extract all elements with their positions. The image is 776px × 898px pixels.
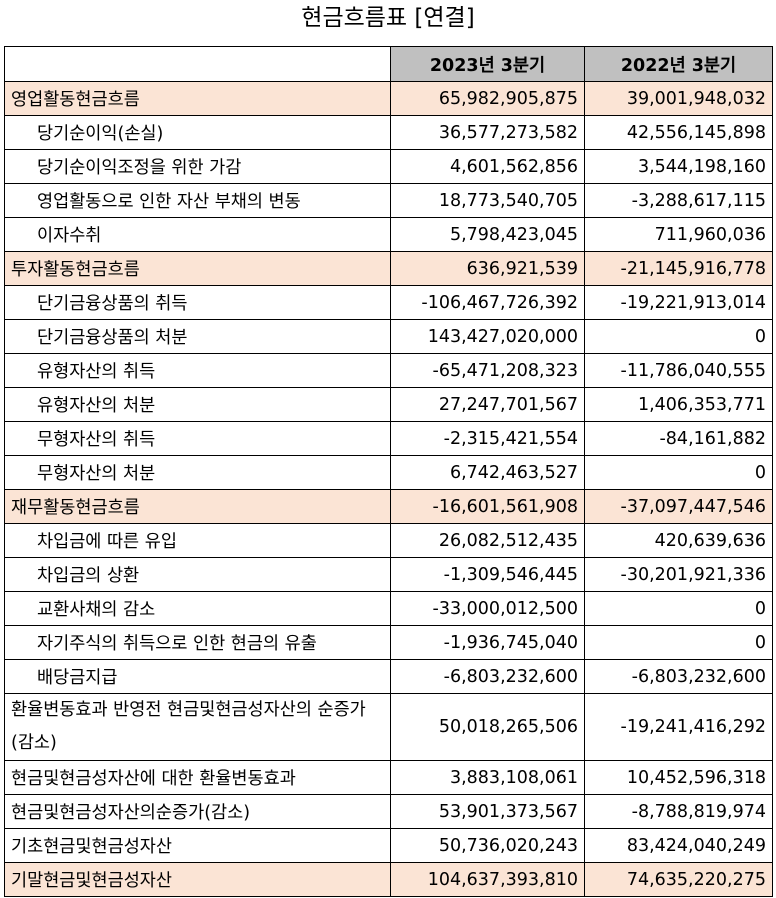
value-2023-q3: 50,018,265,506: [390, 693, 585, 761]
value-2023-q3: -1,936,745,040: [390, 625, 585, 660]
row-label: 단기금융상품의 취득: [4, 285, 391, 320]
value-2023-q3: -65,471,208,323: [390, 353, 585, 388]
row-label: 유형자산의 취득: [4, 353, 391, 388]
value-2022-q3: 0: [584, 591, 773, 626]
value-2023-q3: 143,427,020,000: [390, 319, 585, 354]
table-row: 배당금지급 -6,803,232,600 -6,803,232,600: [4, 659, 773, 694]
row-label: 현금및현금성자산에 대한 환율변동효과: [4, 760, 391, 795]
table-body: 영업활동현금흐름 65,982,905,875 39,001,948,032 당기순이…: [4, 81, 773, 897]
table-row: 당기순이익(손실) 36,577,273,582 42,556,145,898: [4, 115, 773, 150]
table-row: 현금및현금성자산의순증가(감소) 53,901,373,567 -8,788,819…: [4, 794, 773, 829]
value-2023-q3: -106,467,726,392: [390, 285, 585, 320]
value-2023-q3: 5,798,423,045: [390, 217, 585, 252]
table-row: 투자활동현금흐름 636,921,539 -21,145,916,778: [4, 251, 773, 286]
value-2022-q3: -19,221,913,014: [584, 285, 773, 320]
row-label: 당기순이익조정을 위한 가감: [4, 149, 391, 184]
table-row: 현금및현금성자산에 대한 환율변동효과 3,883,108,061 10,452,5…: [4, 760, 773, 795]
value-2022-q3: 0: [584, 319, 773, 354]
header-blank: [4, 46, 391, 82]
row-label: 재무활동현금흐름: [4, 489, 391, 524]
value-2023-q3: 36,577,273,582: [390, 115, 585, 150]
value-2023-q3: 18,773,540,705: [390, 183, 585, 218]
cash-flow-table: 2023년 3분기 2022년 3분기 영업활동현금흐름 65,982,905,8…: [4, 46, 773, 897]
value-2023-q3: 6,742,463,527: [390, 455, 585, 490]
table-row: 차입금에 따른 유입 26,082,512,435 420,639,636: [4, 523, 773, 558]
value-2022-q3: -30,201,921,336: [584, 557, 773, 592]
table-row: 당기순이익조정을 위한 가감 4,601,562,856 3,544,198,160: [4, 149, 773, 184]
header-2022-q3: 2022년 3분기: [584, 46, 773, 82]
value-2022-q3: 420,639,636: [584, 523, 773, 558]
value-2023-q3: -16,601,561,908: [390, 489, 585, 524]
value-2022-q3: 0: [584, 625, 773, 660]
value-2022-q3: 39,001,948,032: [584, 81, 773, 116]
table-row: 재무활동현금흐름 -16,601,561,908 -37,097,447,546: [4, 489, 773, 524]
header-2023-q3: 2023년 3분기: [390, 46, 585, 82]
table-row: 유형자산의 취득 -65,471,208,323 -11,786,040,555: [4, 353, 773, 388]
value-2022-q3: 3,544,198,160: [584, 149, 773, 184]
row-label: 기말현금및현금성자산: [4, 862, 391, 897]
value-2022-q3: -6,803,232,600: [584, 659, 773, 694]
row-label: 영업활동현금흐름: [4, 81, 391, 116]
table-row: 기말현금및현금성자산 104,637,393,810 74,635,220,275: [4, 862, 773, 897]
row-label: 자기주식의 취득으로 인한 현금의 유출: [4, 625, 391, 660]
row-label: 차입금에 따른 유입: [4, 523, 391, 558]
row-label: 배당금지급: [4, 659, 391, 694]
table-row: 무형자산의 취득 -2,315,421,554 -84,161,882: [4, 421, 773, 456]
value-2022-q3: -8,788,819,974: [584, 794, 773, 829]
table-header-row: 2023년 3분기 2022년 3분기: [4, 46, 773, 82]
value-2023-q3: -2,315,421,554: [390, 421, 585, 456]
table-row: 유형자산의 처분 27,247,701,567 1,406,353,771: [4, 387, 773, 422]
table-row: 환율변동효과 반영전 현금및현금성자산의 순증가(감소) 50,018,265,5…: [4, 693, 773, 761]
table-row: 자기주식의 취득으로 인한 현금의 유출 -1,936,745,040 0: [4, 625, 773, 660]
row-label: 차입금의 상환: [4, 557, 391, 592]
value-2022-q3: 83,424,040,249: [584, 828, 773, 863]
table-row: 단기금융상품의 취득 -106,467,726,392 -19,221,913,01…: [4, 285, 773, 320]
value-2023-q3: 53,901,373,567: [390, 794, 585, 829]
table-row: 교환사채의 감소 -33,000,012,500 0: [4, 591, 773, 626]
row-label: 유형자산의 처분: [4, 387, 391, 422]
value-2023-q3: 4,601,562,856: [390, 149, 585, 184]
table-row: 무형자산의 처분 6,742,463,527 0: [4, 455, 773, 490]
value-2022-q3: -21,145,916,778: [584, 251, 773, 286]
value-2023-q3: 636,921,539: [390, 251, 585, 286]
value-2022-q3: 0: [584, 455, 773, 490]
row-label: 환율변동효과 반영전 현금및현금성자산의 순증가(감소): [4, 693, 391, 761]
value-2023-q3: 65,982,905,875: [390, 81, 585, 116]
value-2022-q3: 711,960,036: [584, 217, 773, 252]
value-2022-q3: -19,241,416,292: [584, 693, 773, 761]
value-2022-q3: -84,161,882: [584, 421, 773, 456]
value-2022-q3: -37,097,447,546: [584, 489, 773, 524]
value-2023-q3: -33,000,012,500: [390, 591, 585, 626]
value-2022-q3: 10,452,596,318: [584, 760, 773, 795]
row-label: 당기순이익(손실): [4, 115, 391, 150]
table-row: 영업활동으로 인한 자산 부채의 변동 18,773,540,705 -3,288,…: [4, 183, 773, 218]
value-2022-q3: 74,635,220,275: [584, 862, 773, 897]
table-row: 이자수취 5,798,423,045 711,960,036: [4, 217, 773, 252]
value-2022-q3: 42,556,145,898: [584, 115, 773, 150]
value-2023-q3: -6,803,232,600: [390, 659, 585, 694]
value-2023-q3: 26,082,512,435: [390, 523, 585, 558]
row-label: 단기금융상품의 처분: [4, 319, 391, 354]
table-row: 차입금의 상환 -1,309,546,445 -30,201,921,336: [4, 557, 773, 592]
value-2023-q3: 27,247,701,567: [390, 387, 585, 422]
row-label: 현금및현금성자산의순증가(감소): [4, 794, 391, 829]
value-2023-q3: 104,637,393,810: [390, 862, 585, 897]
row-label: 교환사채의 감소: [4, 591, 391, 626]
value-2022-q3: 1,406,353,771: [584, 387, 773, 422]
row-label: 영업활동으로 인한 자산 부채의 변동: [4, 183, 391, 218]
page-title: 현금흐름표 [연결]: [301, 5, 475, 31]
table-row: 영업활동현금흐름 65,982,905,875 39,001,948,032: [4, 81, 773, 116]
row-label: 무형자산의 취득: [4, 421, 391, 456]
value-2023-q3: 50,736,020,243: [390, 828, 585, 863]
value-2022-q3: -11,786,040,555: [584, 353, 773, 388]
row-label: 무형자산의 처분: [4, 455, 391, 490]
row-label: 이자수취: [4, 217, 391, 252]
value-2023-q3: -1,309,546,445: [390, 557, 585, 592]
value-2022-q3: -3,288,617,115: [584, 183, 773, 218]
value-2023-q3: 3,883,108,061: [390, 760, 585, 795]
row-label: 기초현금및현금성자산: [4, 828, 391, 863]
table-row: 단기금융상품의 처분 143,427,020,000 0: [4, 319, 773, 354]
row-label: 투자활동현금흐름: [4, 251, 391, 286]
table-row: 기초현금및현금성자산 50,736,020,243 83,424,040,249: [4, 828, 773, 863]
